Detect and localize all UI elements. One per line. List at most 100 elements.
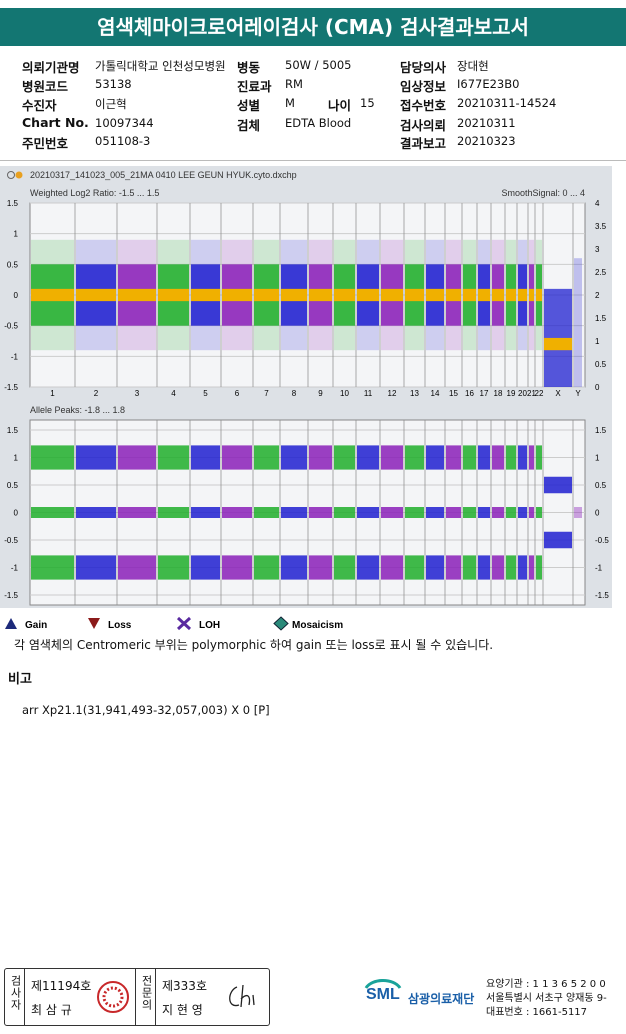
chromosome-label: 19	[507, 389, 516, 398]
allele-band	[426, 445, 444, 470]
chromosome-label: 3	[135, 389, 140, 398]
field-value: 장대현	[457, 59, 489, 73]
y-tick-label: -0.5	[4, 536, 18, 545]
y2-tick-label: 0.5	[595, 360, 607, 369]
allele-band	[446, 555, 461, 580]
allele-band	[357, 507, 379, 518]
y2-tick-label: 1.5	[595, 314, 607, 323]
allele-band	[191, 507, 220, 518]
allele-band	[158, 445, 189, 470]
allele-band	[31, 445, 74, 470]
allele-band	[334, 555, 355, 580]
y2-tick-label: 2	[595, 291, 600, 300]
allele-band	[381, 507, 403, 518]
smooth-band	[492, 288, 504, 302]
allele-band	[381, 445, 403, 470]
allele-band	[463, 507, 476, 518]
chromosome-label: X	[555, 389, 561, 398]
panel-label: Allele Peaks: -1.8 ... 1.8	[30, 405, 125, 415]
name: 지 현 영	[162, 1003, 203, 1017]
logo-mark	[364, 979, 402, 989]
chromosome-label: 14	[431, 389, 440, 398]
allele-band	[574, 507, 582, 518]
y-tick-label: 1	[14, 230, 19, 239]
chromosome-label: 2	[94, 389, 99, 398]
allele-band	[529, 445, 534, 470]
allele-band	[492, 445, 504, 470]
chromosome-label: 21	[527, 389, 536, 398]
allele-band	[281, 507, 307, 518]
smooth-band	[31, 288, 74, 302]
divider	[24, 969, 25, 1025]
field-label: 병동	[237, 60, 261, 75]
smooth-band	[334, 288, 355, 302]
allele-band	[76, 555, 116, 580]
legend-label: Gain	[25, 620, 47, 631]
role: 검사자	[9, 975, 22, 1011]
allele-band	[506, 507, 516, 518]
field-label: 검체	[237, 118, 261, 133]
allele-band	[426, 507, 444, 518]
y2-tick-label: 1	[595, 337, 600, 346]
y2-tick-label: 0	[595, 383, 600, 392]
field-label: 나이	[328, 98, 352, 113]
allele-band	[357, 445, 379, 470]
smooth-band	[76, 288, 116, 302]
smooth-band	[357, 288, 379, 302]
legend-label: Loss	[108, 620, 132, 631]
loss-icon	[88, 618, 100, 629]
smooth-band	[222, 288, 252, 302]
mosaic-icon	[273, 616, 289, 631]
smooth-band	[544, 337, 572, 351]
y2-tick-label: 0	[595, 509, 600, 518]
allele-band	[222, 445, 252, 470]
chromosome-label: 4	[171, 389, 176, 398]
allele-band	[191, 445, 220, 470]
smooth-band	[463, 288, 476, 302]
allele-band	[405, 445, 424, 470]
allele-band	[536, 507, 542, 518]
chromosome-label: 8	[292, 389, 297, 398]
chromosome-label: 1	[50, 389, 55, 398]
field-label: 접수번호	[400, 98, 447, 113]
field-label: 진료과	[237, 79, 272, 94]
allele-band	[463, 445, 476, 470]
field-value: 20210311-14524	[457, 96, 557, 110]
icon	[7, 171, 15, 179]
chromosome-label: 7	[264, 389, 269, 398]
smooth-band	[309, 288, 332, 302]
smooth-band	[446, 288, 461, 302]
allele-band	[118, 507, 156, 518]
field-value: 051108-3	[95, 134, 151, 148]
allele-band	[492, 555, 504, 580]
chromosome-label: 15	[449, 389, 458, 398]
signature-stroke	[229, 984, 255, 1008]
field-label: 의뢰기관명	[22, 60, 80, 75]
logo-arc	[364, 979, 402, 989]
allele-band	[518, 555, 527, 580]
allele-band	[222, 555, 252, 580]
y2-tick-label: 2.5	[595, 268, 607, 277]
divider	[0, 160, 626, 161]
license-no: 제333호	[162, 979, 207, 993]
allele-band	[31, 555, 74, 580]
y-tick-label: 1.5	[7, 199, 19, 208]
allele-band	[309, 555, 332, 580]
y-tick-label: 0	[14, 291, 19, 300]
field-value: 10097344	[95, 116, 154, 130]
allele-band	[334, 507, 355, 518]
allele-band	[405, 507, 424, 518]
allele-band	[309, 507, 332, 518]
allele-band	[158, 507, 189, 518]
y2-tick-label: 3.5	[595, 222, 607, 231]
allele-band	[478, 507, 490, 518]
allele-band	[536, 445, 542, 470]
chromosome-label: 12	[388, 389, 397, 398]
smooth-band	[426, 288, 444, 302]
y2-tick-label: -1	[595, 564, 603, 573]
allele-band	[518, 445, 527, 470]
signature	[229, 984, 255, 1008]
legend-label: Mosaicism	[292, 620, 343, 631]
field-value: 20210311	[457, 116, 516, 130]
field-value: 20210323	[457, 134, 516, 148]
